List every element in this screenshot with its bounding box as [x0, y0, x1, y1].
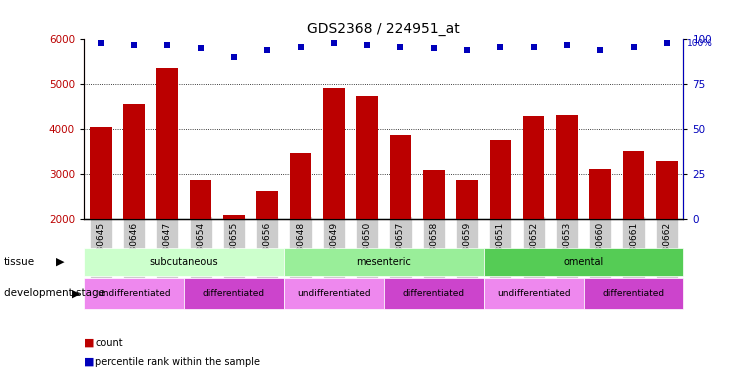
Text: 100%: 100%: [686, 39, 712, 48]
Text: undifferentiated: undifferentiated: [497, 289, 570, 298]
Point: [228, 54, 240, 60]
Bar: [356, 96, 378, 219]
Title: GDS2368 / 224951_at: GDS2368 / 224951_at: [308, 22, 460, 36]
Bar: [323, 88, 344, 219]
Text: tissue: tissue: [4, 256, 35, 267]
Bar: [589, 168, 611, 219]
Point: [628, 44, 640, 50]
Point: [461, 47, 473, 53]
Text: differentiated: differentiated: [403, 289, 465, 298]
Point: [295, 44, 306, 50]
Text: ▶: ▶: [56, 256, 65, 267]
Point: [128, 42, 140, 48]
Text: development stage: development stage: [4, 288, 105, 298]
Bar: [289, 153, 311, 219]
Bar: [456, 180, 478, 219]
Point: [395, 44, 406, 50]
Text: omental: omental: [564, 256, 604, 267]
Point: [494, 44, 506, 50]
Point: [95, 40, 107, 46]
Bar: [556, 114, 577, 219]
Bar: [490, 140, 511, 219]
Bar: [190, 180, 211, 219]
Bar: [523, 116, 545, 219]
Point: [162, 42, 173, 48]
Text: undifferentiated: undifferentiated: [97, 289, 171, 298]
Text: ■: ■: [84, 357, 94, 367]
Bar: [124, 104, 145, 219]
Point: [594, 47, 606, 53]
Bar: [656, 161, 678, 219]
Point: [528, 44, 539, 50]
Text: count: count: [95, 338, 123, 348]
Text: differentiated: differentiated: [203, 289, 265, 298]
Text: differentiated: differentiated: [602, 289, 664, 298]
Text: ■: ■: [84, 338, 94, 348]
Point: [561, 42, 573, 48]
Text: subcutaneous: subcutaneous: [150, 256, 219, 267]
Bar: [90, 127, 112, 219]
Point: [262, 47, 273, 53]
Bar: [223, 215, 245, 219]
Bar: [623, 151, 644, 219]
Bar: [257, 190, 278, 219]
Bar: [156, 68, 178, 219]
Point: [361, 42, 373, 48]
Text: mesenteric: mesenteric: [356, 256, 412, 267]
Point: [328, 40, 340, 46]
Point: [661, 40, 673, 46]
Point: [428, 45, 439, 51]
Point: [194, 45, 206, 51]
Text: percentile rank within the sample: percentile rank within the sample: [95, 357, 260, 367]
Bar: [423, 170, 444, 219]
Text: ▶: ▶: [72, 288, 80, 298]
Text: undifferentiated: undifferentiated: [297, 289, 371, 298]
Bar: [390, 135, 412, 219]
